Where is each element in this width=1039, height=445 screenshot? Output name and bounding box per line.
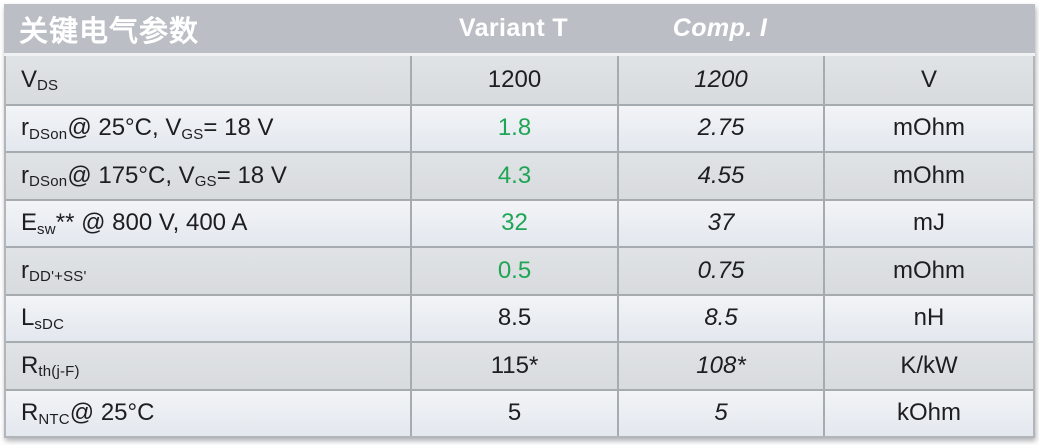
variant-t-value: 32	[410, 200, 617, 246]
header-comp-i: Comp. I	[672, 14, 768, 42]
header-variant-t: Variant T	[458, 14, 569, 42]
comp-i-value: 0.75	[617, 248, 823, 294]
variant-t-value: 8.5	[410, 295, 617, 341]
comp-i-value: 2.75	[617, 105, 823, 151]
variant-t-value: 115*	[410, 343, 617, 389]
table-row: r DSon @ 175°C, V GS = 18 V 4.3 4.55 mOhm	[6, 151, 1033, 199]
unit-value: mOhm	[823, 153, 1033, 199]
variant-t-value: 1.8	[410, 105, 617, 151]
unit-value: V	[823, 56, 1033, 104]
table-body: V DS 1200 1200 V r DSon @ 25°C, V GS = 18 V…	[4, 56, 1035, 438]
header-param-title: 关键电气参数	[19, 15, 200, 48]
table-row: r DSon @ 25°C, V GS = 18 V 1.8 2.75 mOhm	[6, 103, 1033, 151]
variant-t-value: 4.3	[410, 153, 617, 199]
comp-i-value: 37	[617, 200, 823, 246]
unit-value: mJ	[823, 200, 1033, 246]
parameters-table: 关键电气参数 Variant T Comp. I V DS 1200 1200 V…	[4, 4, 1035, 438]
parameter-name: R NTC @ 25°C	[21, 399, 155, 428]
comp-i-value: 4.55	[617, 153, 823, 199]
unit-value: mOhm	[823, 105, 1033, 151]
unit-value: nH	[823, 295, 1033, 341]
comp-i-value: 8.5	[617, 295, 823, 341]
parameter-name: r DD'+SS'	[21, 256, 87, 286]
comp-i-value: 1200	[617, 56, 823, 104]
variant-t-value: 5	[410, 390, 617, 436]
parameter-name: V DS	[21, 65, 59, 95]
table-row: V DS 1200 1200 V	[6, 56, 1033, 104]
comp-i-value: 5	[617, 390, 823, 436]
table-row: r DD'+SS' 0.5 0.75 mOhm	[6, 246, 1033, 294]
variant-t-value: 0.5	[410, 248, 617, 294]
parameter-name: r DSon @ 25°C, V GS = 18 V	[21, 114, 274, 143]
unit-value: K/kW	[823, 343, 1033, 389]
parameter-name: r DSon @ 175°C, V GS = 18 V	[21, 161, 287, 191]
variant-t-value: 1200	[410, 56, 617, 104]
header-unit	[823, 4, 1035, 53]
unit-value: kOhm	[823, 390, 1033, 436]
unit-value: mOhm	[823, 248, 1033, 294]
table-row: R NTC @ 25°C 5 5 kOhm	[6, 388, 1033, 436]
comp-i-value: 108*	[617, 343, 823, 389]
table-header-row: 关键电气参数 Variant T Comp. I	[4, 4, 1035, 56]
